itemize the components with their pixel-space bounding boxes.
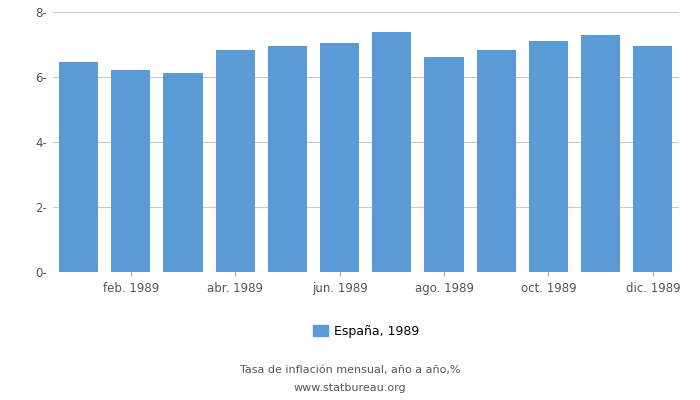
Text: Tasa de inflación mensual, año a año,%: Tasa de inflación mensual, año a año,% [239, 365, 461, 375]
Bar [268, 46, 307, 272]
Text: www.statbureau.org: www.statbureau.org [294, 383, 406, 393]
Bar [529, 41, 568, 272]
Bar [634, 46, 673, 272]
Bar [163, 73, 202, 272]
Bar [216, 50, 255, 272]
Bar [581, 35, 620, 272]
Legend: España, 1989: España, 1989 [312, 325, 419, 338]
Bar [477, 50, 516, 272]
Bar [59, 62, 98, 272]
Bar [424, 57, 463, 272]
Bar [320, 43, 359, 272]
Bar [372, 32, 412, 272]
Bar [111, 70, 150, 272]
